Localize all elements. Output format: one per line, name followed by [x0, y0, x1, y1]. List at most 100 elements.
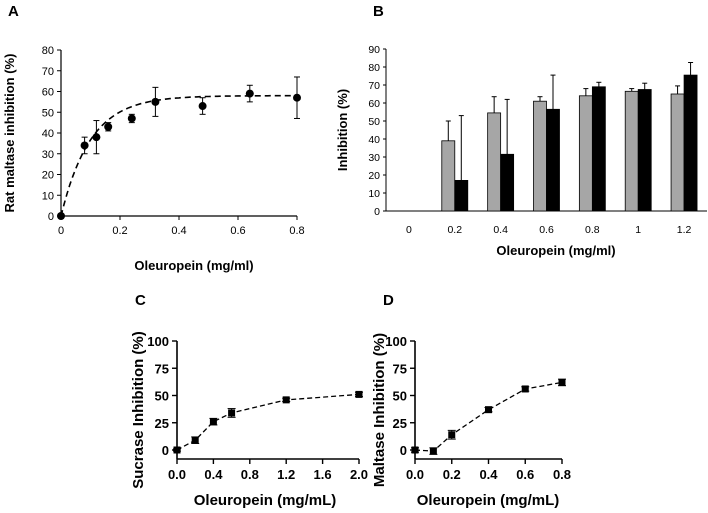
panel-c-series-line: [176, 393, 360, 451]
panel-c-y-tick-label: 50: [155, 389, 169, 404]
panel-a-data-point: [57, 212, 65, 220]
panel-b-x-label: Oleuropein (mg/ml): [496, 243, 615, 258]
panel-b-x-tick-label: 0.4: [493, 224, 508, 236]
panel-a-y-tick-label: 20: [42, 170, 54, 182]
panel-b: B Oleuropein (mg/ml) Inhibition (%) 0102…: [335, 3, 707, 258]
panel-b-x-tick-label: 0.6: [539, 224, 554, 236]
panel-a-data-point: [127, 114, 136, 123]
panel-c-data-point: [228, 409, 236, 417]
panel-c-data-point: [173, 446, 181, 454]
panel-c-y-label: Sucrase Inhibition (%): [130, 331, 147, 489]
panel-d-y-tick-label: 100: [385, 334, 407, 349]
panel-a-y-tick-label: 70: [42, 66, 54, 78]
panel-d-x-tick-label: 0.4: [479, 467, 498, 482]
panel-c-x-tick-label: 0.0: [168, 467, 186, 482]
panel-a-x-tick-label: 0.2: [112, 225, 127, 237]
panel-a-x-label: Oleuropein (mg/ml): [134, 258, 253, 273]
panel-d-y-tick-label: 0: [400, 443, 407, 458]
panel-b-x-tick-label: 0.2: [447, 224, 462, 236]
panel-c-data-point: [282, 396, 290, 404]
panel-c-x-label: Oleuropein (mg/mL): [194, 492, 337, 509]
panel-b-x-tick-label: 0: [406, 224, 412, 236]
panel-a-y-tick-label: 80: [42, 45, 54, 57]
panel-b-bar-grey: [578, 95, 593, 212]
panel-b-y-tick-label: 10: [368, 188, 380, 200]
panel-d-data-point: [448, 431, 456, 439]
panel-a-x-tick-label: 0: [58, 225, 64, 237]
panel-b-bar-grey: [533, 100, 547, 212]
panel-b-bar-black: [683, 74, 698, 212]
panel-b-y-tick-label: 60: [368, 98, 380, 110]
panel-c-data-point: [355, 390, 363, 398]
panel-c-y-tick-label: 75: [155, 361, 169, 376]
panel-c-y-tick-label: 25: [155, 416, 169, 431]
panel-b-y-tick-label: 70: [368, 80, 380, 92]
panel-c-x-tick-label: 1.6: [314, 467, 332, 482]
panel-a: A Oleuropein (mg/ml) Rat maltase inhibit…: [2, 3, 305, 273]
panel-b-letter: B: [373, 3, 384, 20]
panel-d: D Oleuropein (mg/mL) Maltase Inhibition …: [371, 292, 571, 509]
panel-d-x-tick-label: 0.2: [443, 467, 461, 482]
panel-d-data-point: [558, 378, 566, 386]
panel-a-x-tick-label: 0.8: [289, 225, 304, 237]
panel-c-data-point: [209, 418, 217, 426]
panel-b-x-tick-label: 0.8: [585, 224, 600, 236]
panel-a-y-tick-label: 0: [48, 211, 54, 223]
panel-b-bar-black: [591, 86, 606, 212]
panel-a-x-tick-label: 0.4: [171, 225, 186, 237]
panel-d-data-point: [485, 406, 492, 414]
panel-d-data-point: [411, 446, 419, 454]
panel-a-data-point: [293, 93, 301, 102]
panel-b-bar-black: [454, 179, 469, 212]
panel-d-y-tick-label: 50: [393, 389, 407, 404]
panel-b-bar-grey: [670, 93, 685, 212]
panel-b-y-tick-label: 90: [368, 44, 380, 56]
panel-d-y-tick-label: 25: [393, 416, 407, 431]
panel-a-data-point: [80, 141, 89, 150]
panel-d-letter: D: [383, 292, 394, 309]
panel-b-bar-grey: [624, 90, 639, 212]
panel-b-bar-black: [546, 108, 560, 212]
panel-b-bar-grey: [441, 140, 456, 212]
panel-d-data-point: [521, 385, 529, 393]
panel-b-y-tick-label: 50: [368, 116, 380, 128]
panel-b-bar-grey: [487, 112, 502, 212]
panel-a-letter: A: [8, 3, 19, 20]
panel-b-x-tick-label: 1.2: [677, 224, 692, 236]
panel-b-x-tick-label: 1: [635, 224, 641, 236]
panel-d-data-point: [429, 447, 437, 455]
panel-a-data-point: [198, 102, 207, 111]
panel-d-x-tick-label: 0.0: [406, 467, 424, 482]
panel-a-fit-curve: [60, 94, 297, 217]
panel-a-y-tick-label: 50: [42, 107, 54, 119]
panel-c-y-tick-label: 0: [162, 443, 169, 458]
panel-c-y-tick-label: 100: [147, 334, 169, 349]
panel-d-x-tick-label: 0.8: [553, 467, 571, 482]
panel-d-series-line: [414, 381, 563, 452]
panel-c-data-point: [191, 436, 199, 444]
panel-a-y-tick-label: 40: [42, 128, 54, 140]
panel-c-x-tick-label: 0.8: [241, 467, 259, 482]
panel-a-x-tick-label: 0.6: [230, 225, 245, 237]
panel-a-y-label: Rat maltase inhibition (%): [2, 54, 17, 213]
panel-b-y-tick-label: 80: [368, 62, 380, 74]
panel-a-data-point: [245, 89, 254, 98]
panel-d-x-label: Oleuropein (mg/mL): [417, 492, 560, 509]
panel-a-data-point: [92, 133, 101, 142]
panel-b-y-tick-label: 0: [374, 206, 380, 218]
panel-a-data-point: [104, 122, 113, 131]
panel-c-x-tick-label: 2.0: [350, 467, 368, 482]
panel-a-data-point: [151, 97, 160, 106]
panel-d-y-label: Maltase Inhibition (%): [371, 333, 388, 487]
panel-a-y-tick-label: 10: [42, 190, 54, 202]
panel-b-y-tick-label: 40: [368, 134, 380, 146]
panel-b-y-tick-label: 30: [368, 152, 380, 164]
panel-d-x-tick-label: 0.6: [516, 467, 534, 482]
panel-b-bar-black: [500, 153, 515, 212]
panel-b-y-tick-label: 20: [368, 170, 380, 182]
panel-d-y-tick-label: 75: [393, 361, 407, 376]
panel-c: C Oleuropein (mg/mL) Sucrase Inhibition …: [130, 292, 368, 509]
panel-b-bar-black: [637, 89, 652, 212]
panel-a-y-tick-label: 60: [42, 87, 54, 99]
